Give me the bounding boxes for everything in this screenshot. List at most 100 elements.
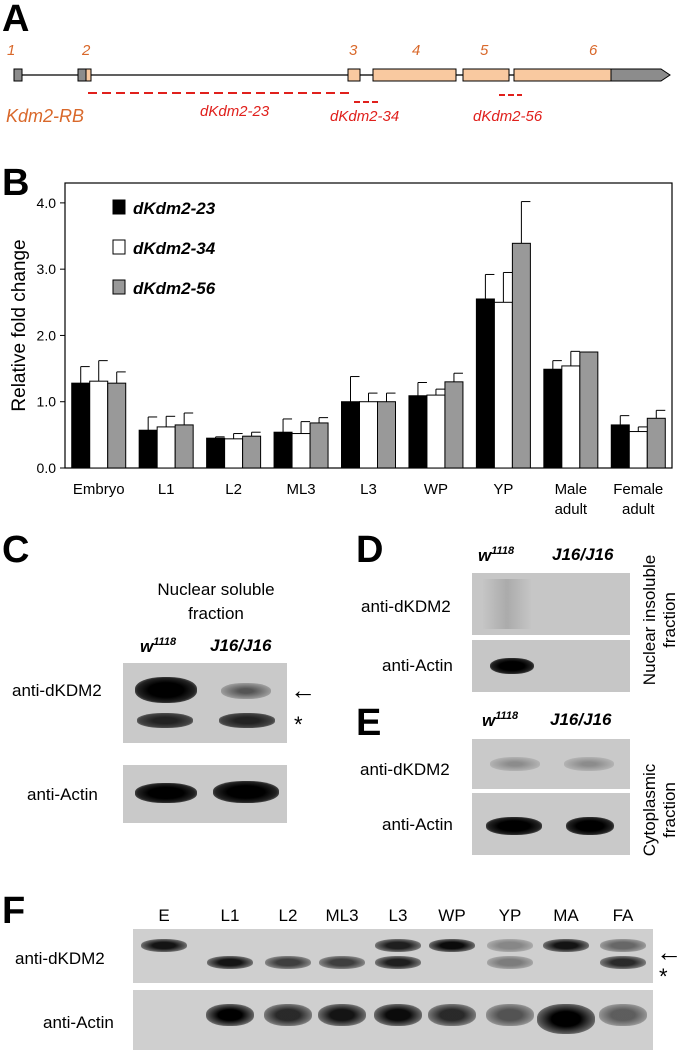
panel-f-lane-label: MA [553, 906, 579, 925]
x-tick-label: Female [613, 481, 663, 498]
bar [475, 298, 495, 469]
x-tick-label: WP [424, 481, 448, 498]
bar [71, 382, 91, 469]
legend-label: dKdm2-56 [133, 279, 216, 298]
band [374, 1004, 422, 1026]
panel-label-c: C [2, 529, 30, 571]
x-tick-label: L3 [360, 481, 377, 498]
band [264, 1004, 312, 1026]
panel-d-actin-blot [472, 640, 630, 692]
exon-5 [462, 68, 510, 82]
panel-d-row-dkdm2: anti-dKDM2 [361, 597, 451, 616]
exon-4 [372, 68, 457, 82]
bar [206, 437, 226, 469]
panel-e-lane-j16: J16/J16 [550, 710, 612, 729]
band [543, 939, 589, 952]
band [599, 1004, 647, 1026]
panel-e-dkdm2-blot [472, 739, 630, 789]
bar [444, 381, 464, 469]
band [600, 956, 646, 969]
panel-e-lane-w1118: w1118 [482, 710, 519, 730]
exon-1 [13, 68, 23, 82]
panel-c-title-line2: fraction [188, 604, 244, 623]
bar [107, 382, 127, 469]
band [428, 1004, 476, 1026]
exon-number-1: 1 [7, 42, 16, 59]
legend-label: dKdm2-34 [133, 239, 216, 258]
legend-swatch [112, 199, 126, 215]
x-tick-label: YP [493, 481, 513, 498]
bar [174, 424, 194, 469]
panel-c-lane-j16: J16/J16 [210, 636, 272, 655]
band [487, 939, 533, 952]
x-tick-label: Embryo [73, 481, 125, 498]
bar [156, 426, 176, 469]
band [486, 1004, 534, 1026]
exon-number-5: 5 [480, 42, 489, 59]
band [206, 1004, 254, 1026]
band [318, 1004, 366, 1026]
x-tick-label: ML3 [286, 481, 315, 498]
panel-e-actin-blot [472, 793, 630, 855]
panel-f-row-actin: anti-Actin [43, 1013, 114, 1032]
bar [138, 429, 158, 469]
exon-number-3: 3 [349, 42, 358, 59]
panel-c-row-dkdm2: anti-dKDM2 [12, 681, 102, 700]
bar [426, 394, 446, 469]
panel-c-title-line1: Nuclear soluble [157, 580, 275, 599]
bar [561, 365, 581, 469]
panel-d-dkdm2-blot [472, 573, 630, 635]
asterisk-icon: * [659, 964, 668, 989]
exon-number-4: 4 [412, 42, 421, 59]
bar [242, 435, 262, 469]
y-tick-label: 2.0 [37, 327, 57, 343]
panel-f-lane-label: L3 [388, 906, 408, 925]
panel-f-lane-label: FA [612, 906, 634, 925]
band [319, 956, 365, 969]
band [487, 956, 533, 969]
panel-c-dkdm2-blot [123, 663, 287, 743]
panel-label-e: E [356, 702, 382, 744]
amplicon-56-label: dKdm2-56 [473, 108, 543, 125]
band [207, 956, 253, 969]
panel-f-lane-label: ML3 [325, 906, 359, 925]
bar [309, 422, 329, 469]
arrow-icon: ← [656, 937, 682, 967]
y-tick-label: 4.0 [37, 195, 57, 211]
exon-number-2: 2 [82, 42, 91, 59]
panel-c-lane-w1118: w1118 [140, 636, 177, 656]
band [429, 939, 475, 952]
asterisk-icon: * [294, 712, 303, 737]
legend-swatch [112, 239, 126, 255]
bar [408, 395, 428, 469]
panel-f-dkdm2-blot [133, 929, 653, 983]
panel-c-row-actin: anti-Actin [27, 785, 98, 804]
panel-d-row-actin: anti-Actin [382, 656, 453, 675]
bar [511, 242, 531, 469]
y-tick-label: 0.0 [37, 460, 57, 476]
legend-swatch [112, 279, 126, 295]
band [537, 1004, 595, 1034]
bar [493, 301, 513, 469]
panel-e-row-dkdm2: anti-dKDM2 [360, 760, 450, 779]
bar [359, 401, 378, 469]
bar [89, 380, 109, 469]
panel-f-lane-label: YP [498, 906, 522, 925]
bar [543, 368, 563, 469]
arrow-icon: ← [290, 675, 316, 705]
x-tick-label: adult [622, 501, 655, 518]
bar [224, 438, 244, 469]
panel-label-a: A [2, 0, 30, 40]
bar [341, 401, 360, 469]
x-tick-label: L2 [225, 481, 242, 498]
transcript-label: Kdm2-RB [6, 106, 85, 126]
bar [377, 401, 396, 469]
bar [628, 431, 648, 469]
bar [646, 417, 666, 469]
amplicon-23-label: dKdm2-23 [200, 103, 270, 120]
bar [579, 351, 599, 469]
panel-e-side-label: Cytoplasmic fraction [640, 763, 679, 857]
y-tick-label: 3.0 [37, 261, 57, 277]
panel-label-d: D [356, 529, 384, 571]
amplicon-34-label: dKdm2-34 [330, 108, 400, 125]
